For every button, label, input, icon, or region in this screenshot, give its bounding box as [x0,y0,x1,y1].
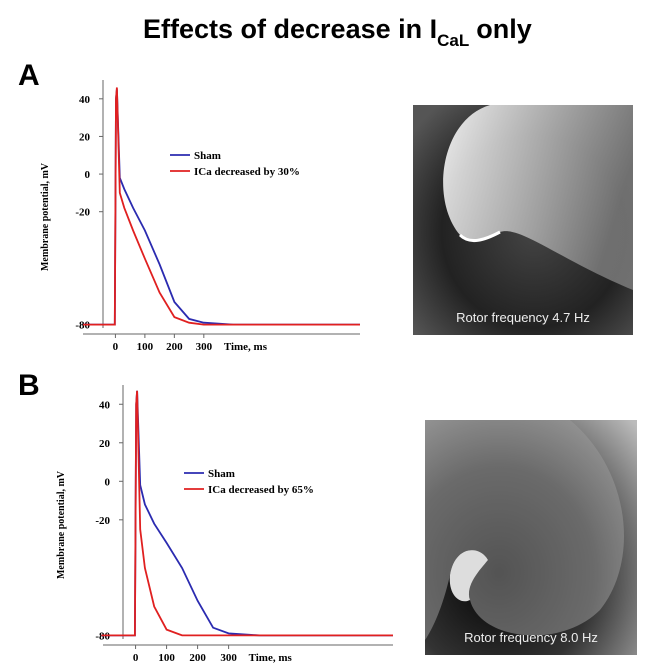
y-tick-label: 0 [105,476,111,488]
y-axis-label: Membrane potential, mV [40,162,51,271]
y-tick-label: 20 [99,438,111,450]
y-tick-label: 0 [85,169,91,181]
x-tick-label: 0 [113,341,119,353]
panel-label: A [18,59,40,92]
x-tick-label: 200 [166,341,183,353]
legend-label: ICa decreased by 30% [194,166,300,178]
y-tick-label: -80 [95,630,110,642]
series-line [101,390,393,637]
y-tick-label: -20 [95,515,110,527]
rotor-image [413,105,633,335]
x-axis-label: Time, ms [224,341,268,353]
x-tick-label: 200 [189,652,206,664]
rotor-image [425,420,637,655]
legend-label: ICa decreased by 65% [208,484,314,496]
image-caption: Rotor frequency 4.7 Hz [456,310,590,325]
series-line [101,390,393,637]
figure-title: Effects of decrease in ICaL only [143,14,532,50]
y-tick-label: -80 [75,320,90,332]
x-tick-label: 300 [220,652,237,664]
series-line [83,87,360,326]
y-tick-label: 40 [79,94,91,106]
x-tick-label: 100 [158,652,175,664]
y-tick-label: -20 [75,207,90,219]
x-tick-label: 300 [196,341,213,353]
x-axis-label: Time, ms [249,652,293,664]
y-tick-label: 40 [99,399,111,411]
y-axis-label: Membrane potential, mV [56,470,67,579]
legend-label: Sham [208,468,235,480]
x-tick-label: 100 [137,341,154,353]
legend-label: Sham [194,150,221,162]
y-tick-label: 20 [79,131,91,143]
panel-label: B [18,369,40,402]
image-caption: Rotor frequency 8.0 Hz [464,630,598,645]
x-tick-label: 0 [133,652,139,664]
